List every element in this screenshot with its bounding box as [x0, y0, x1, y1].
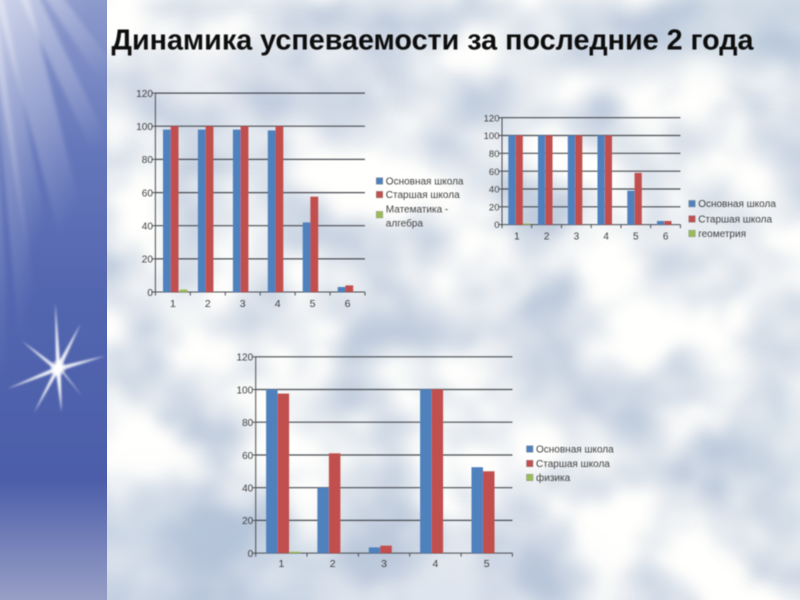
svg-text:100: 100: [237, 385, 254, 396]
svg-text:4: 4: [603, 232, 609, 243]
svg-text:0: 0: [248, 549, 254, 560]
svg-text:алгебра: алгебра: [386, 217, 424, 229]
svg-text:1: 1: [278, 558, 284, 570]
svg-text:3: 3: [381, 558, 387, 570]
svg-text:80: 80: [142, 155, 154, 166]
svg-text:Старшая школа: Старшая школа: [536, 459, 610, 470]
svg-text:Основная школа: Основная школа: [698, 199, 776, 210]
svg-text:40: 40: [142, 222, 154, 233]
svg-text:0: 0: [494, 220, 499, 231]
svg-text:5: 5: [484, 558, 490, 570]
svg-text:0: 0: [147, 288, 153, 299]
svg-text:2: 2: [544, 232, 550, 243]
svg-text:40: 40: [489, 185, 500, 196]
svg-text:40: 40: [242, 484, 254, 495]
svg-text:5: 5: [633, 232, 639, 243]
svg-text:5: 5: [310, 298, 316, 310]
svg-text:1: 1: [514, 232, 520, 243]
svg-text:80: 80: [242, 418, 254, 429]
svg-text:20: 20: [142, 255, 154, 266]
svg-text:60: 60: [489, 167, 500, 178]
svg-text:3: 3: [574, 232, 580, 243]
svg-text:геометрия: геометрия: [698, 229, 746, 240]
svg-text:Старшая школа: Старшая школа: [698, 214, 772, 225]
svg-text:2: 2: [330, 558, 336, 570]
svg-text:60: 60: [142, 188, 154, 199]
svg-text:120: 120: [484, 113, 500, 124]
svg-text:Основная школа: Основная школа: [536, 444, 614, 455]
svg-text:60: 60: [242, 451, 254, 462]
svg-text:4: 4: [275, 298, 281, 310]
svg-text:6: 6: [345, 298, 351, 310]
svg-text:Математика -: Математика -: [386, 205, 448, 216]
svg-text:20: 20: [489, 202, 500, 213]
svg-text:Динамика успеваемости за после: Динамика успеваемости за последние 2 год…: [112, 25, 755, 57]
svg-text:6: 6: [663, 232, 669, 243]
svg-text:4: 4: [432, 558, 438, 570]
svg-text:20: 20: [242, 516, 254, 527]
svg-text:100: 100: [136, 122, 153, 133]
svg-text:1: 1: [170, 298, 176, 310]
svg-text:Старшая школа: Старшая школа: [386, 190, 460, 201]
svg-text:3: 3: [240, 298, 246, 310]
svg-text:2: 2: [205, 298, 211, 310]
svg-text:Основная школа: Основная школа: [386, 176, 464, 187]
svg-text:100: 100: [484, 131, 500, 142]
svg-text:120: 120: [237, 353, 254, 364]
svg-text:физика: физика: [536, 472, 571, 484]
svg-text:120: 120: [136, 89, 153, 100]
svg-text:80: 80: [489, 149, 500, 160]
